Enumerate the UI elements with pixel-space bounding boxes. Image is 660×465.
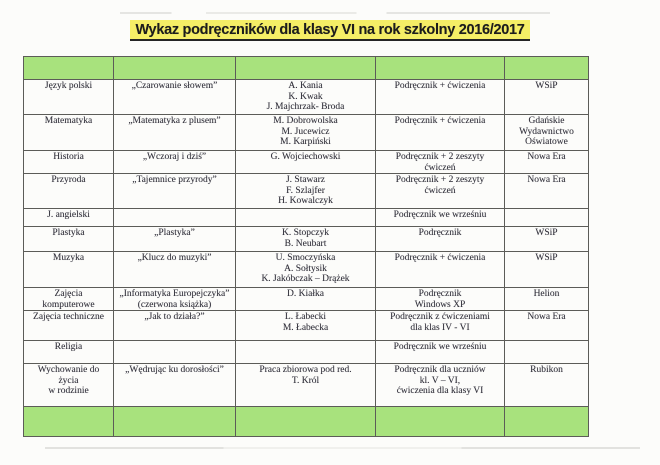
book-title-cell: „Czarowanie słowem”	[113, 79, 236, 115]
form-cell: Podręcznik z ćwiczeniami dla klas IV - V…	[375, 310, 505, 341]
authors-cell	[235, 340, 376, 364]
page-title: Wykaz podręczników dla klasy VI na rok s…	[130, 20, 530, 41]
book-title-cell	[113, 208, 236, 227]
book-title-cell: „Tajemnice przyrody”	[113, 173, 236, 209]
table-header-row	[23, 56, 589, 80]
form-cell: Podręcznik + ćwiczenia	[375, 251, 505, 288]
book-title-cell: „Plastyka”	[113, 226, 236, 252]
book-title-cell: „Informatyka Europejczyka” (czerwona ksi…	[113, 287, 236, 311]
form-cell: Podręcznik + 2 zeszyty ćwiczeń	[375, 173, 505, 209]
footer-cell	[235, 406, 376, 437]
book-title-cell	[113, 340, 236, 364]
table-row: Muzyka „Klucz do muzyki” U. Smoczyńska A…	[23, 251, 589, 288]
authors-cell: M. Dobrowolska M. Jucewicz M. Karpiński	[235, 114, 376, 151]
authors-cell: J. Stawarz F. Szlajfer H. Kowalczyk	[235, 173, 376, 209]
header-cell	[375, 56, 505, 80]
form-cell: Podręcznik we wrześniu	[375, 340, 505, 364]
header-cell	[235, 56, 376, 80]
authors-cell: D. Kiałka	[235, 287, 376, 311]
header-cell	[504, 56, 589, 80]
table-row: Matematyka „Matematyka z plusem” M. Dobr…	[23, 114, 589, 151]
book-title-cell: „Wczoraj i dziś”	[113, 150, 236, 174]
book-title-cell: „Jak to działa?”	[113, 310, 236, 341]
publisher-cell: Nowa Era	[504, 150, 589, 174]
subject-cell: Zajęcia techniczne	[23, 310, 114, 341]
footer-cell	[504, 406, 589, 437]
subject-cell: Muzyka	[23, 251, 114, 288]
publisher-cell	[504, 340, 589, 364]
authors-cell: A. Kania K. Kwak J. Majchrzak- Broda	[235, 79, 376, 115]
table-row: Zajęcia komputerowe „Informatyka Europej…	[23, 287, 589, 311]
authors-cell: G. Wojciechowski	[235, 150, 376, 174]
publisher-cell: Helion	[504, 287, 589, 311]
authors-cell	[235, 208, 376, 227]
publisher-cell: Nowa Era	[504, 310, 589, 341]
scan-artifact-top	[120, 12, 550, 14]
publisher-cell: WSiP	[504, 79, 589, 115]
table-row: Zajęcia techniczne „Jak to działa?” L. Ł…	[23, 310, 589, 341]
publisher-cell: WSiP	[504, 226, 589, 252]
publisher-cell	[504, 208, 589, 227]
subject-cell: Wychowanie do życia w rodzinie	[23, 363, 114, 407]
form-cell: Podręcznik + ćwiczenia	[375, 79, 505, 115]
subject-cell: Przyroda	[23, 173, 114, 209]
header-cell	[113, 56, 236, 80]
table-row: Wychowanie do życia w rodzinie „Wędrując…	[23, 363, 589, 407]
authors-cell: L. Łabecki M. Łabecka	[235, 310, 376, 341]
table-row: Religia Podręcznik we wrześniu	[23, 340, 589, 364]
table-footer-row	[23, 406, 589, 437]
scan-artifact-bottom	[45, 447, 640, 449]
table-row: J. angielski Podręcznik we wrześniu	[23, 208, 589, 227]
publisher-cell: Nowa Era	[504, 173, 589, 209]
book-title-cell: „Matematyka z plusem”	[113, 114, 236, 151]
publisher-cell: WSiP	[504, 251, 589, 288]
footer-cell	[23, 406, 114, 437]
subject-cell: J. angielski	[23, 208, 114, 227]
footer-cell	[113, 406, 236, 437]
form-cell: Podręcznik + 2 zeszyty ćwiczeń	[375, 150, 505, 174]
authors-cell: K. Stopczyk B. Neubart	[235, 226, 376, 252]
textbooks-table: Język polski „Czarowanie słowem” A. Kani…	[23, 56, 589, 437]
subject-cell: Religia	[23, 340, 114, 364]
form-cell: Podręcznik dla uczniów kl. V – VI, ćwicz…	[375, 363, 505, 407]
subject-cell: Plastyka	[23, 226, 114, 252]
authors-cell: U. Smoczyńska A. Sołtysik K. Jakóbczak –…	[235, 251, 376, 288]
publisher-cell: Rubikon	[504, 363, 589, 407]
title-area: Wykaz podręczników dla klasy VI na rok s…	[0, 20, 660, 41]
authors-cell: Praca zbiorowa pod red. T. Król	[235, 363, 376, 407]
subject-cell: Język polski	[23, 79, 114, 115]
subject-cell: Matematyka	[23, 114, 114, 151]
book-title-cell: „Klucz do muzyki”	[113, 251, 236, 288]
footer-cell	[375, 406, 505, 437]
form-cell: Podręcznik	[375, 226, 505, 252]
form-cell: Podręcznik we wrześniu	[375, 208, 505, 227]
table-row: Przyroda „Tajemnice przyrody” J. Stawarz…	[23, 173, 589, 209]
form-cell: Podręcznik Windows XP	[375, 287, 505, 311]
book-title-cell: „Wędrując ku dorosłości”	[113, 363, 236, 407]
subject-cell: Zajęcia komputerowe	[23, 287, 114, 311]
form-cell: Podręcznik + ćwiczenia	[375, 114, 505, 151]
table-row: Historia „Wczoraj i dziś” G. Wojciechows…	[23, 150, 589, 174]
header-cell	[23, 56, 114, 80]
table-row: Język polski „Czarowanie słowem” A. Kani…	[23, 79, 589, 115]
table-row: Plastyka „Plastyka” K. Stopczyk B. Neuba…	[23, 226, 589, 252]
publisher-cell: Gdańskie Wydawnictwo Oświatowe	[504, 114, 589, 151]
subject-cell: Historia	[23, 150, 114, 174]
